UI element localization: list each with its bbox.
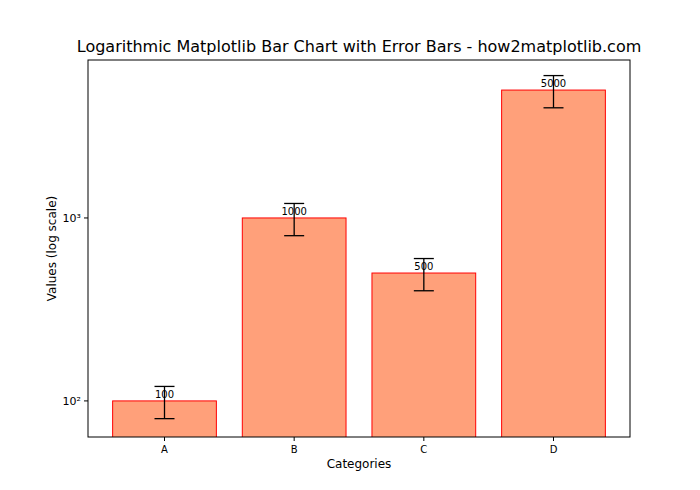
data-labels: 100 1000 500 5000 bbox=[155, 78, 566, 400]
bars bbox=[113, 76, 606, 437]
data-label: 1000 bbox=[281, 206, 306, 217]
x-tick-label: B bbox=[291, 444, 298, 455]
y-tick-label: 10² bbox=[63, 395, 81, 408]
error-cap bbox=[284, 235, 304, 236]
error-cap bbox=[155, 386, 175, 387]
x-tick-label: C bbox=[420, 444, 427, 455]
data-label: 500 bbox=[414, 261, 433, 272]
x-tick-label: D bbox=[550, 444, 558, 455]
bar bbox=[372, 273, 476, 437]
plot-frame bbox=[88, 60, 630, 437]
chart-svg: 100 1000 500 5000 10² 10³ A B C D Logarithmic Matp… bbox=[0, 0, 700, 490]
bar bbox=[242, 218, 346, 437]
error-bar bbox=[414, 259, 434, 291]
error-bar bbox=[155, 386, 175, 418]
x-tick bbox=[294, 437, 295, 441]
chart-container: 100 1000 500 5000 10² 10³ A B C D Logarithmic Matp… bbox=[0, 0, 700, 490]
chart-title: Logarithmic Matplotlib Bar Chart with Er… bbox=[77, 37, 642, 56]
y-tick bbox=[84, 400, 88, 401]
error-cap bbox=[543, 107, 563, 108]
x-tick bbox=[164, 437, 165, 441]
error-cap bbox=[414, 290, 434, 291]
y-tick-label: 10³ bbox=[63, 212, 81, 225]
bar bbox=[502, 90, 606, 437]
x-tick bbox=[553, 437, 554, 441]
x-axis-label: Categories bbox=[327, 457, 392, 471]
y-axis-label: Values (log scale) bbox=[45, 196, 59, 301]
error-cap bbox=[543, 75, 563, 76]
error-cap bbox=[284, 203, 304, 204]
y-tick bbox=[84, 217, 88, 218]
x-tick-label: A bbox=[161, 444, 168, 455]
error-cap bbox=[414, 258, 434, 259]
x-tick bbox=[423, 437, 424, 441]
data-label: 5000 bbox=[541, 78, 566, 89]
data-label: 100 bbox=[155, 389, 174, 400]
error-cap bbox=[155, 418, 175, 419]
background bbox=[0, 0, 700, 490]
